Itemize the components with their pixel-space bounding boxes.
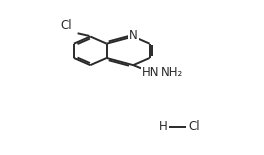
Text: H: H [159,120,168,133]
Text: N: N [129,29,138,42]
Text: NH₂: NH₂ [161,66,183,79]
Text: Cl: Cl [60,19,72,32]
Text: Cl: Cl [188,120,200,133]
Text: HN: HN [142,66,159,79]
